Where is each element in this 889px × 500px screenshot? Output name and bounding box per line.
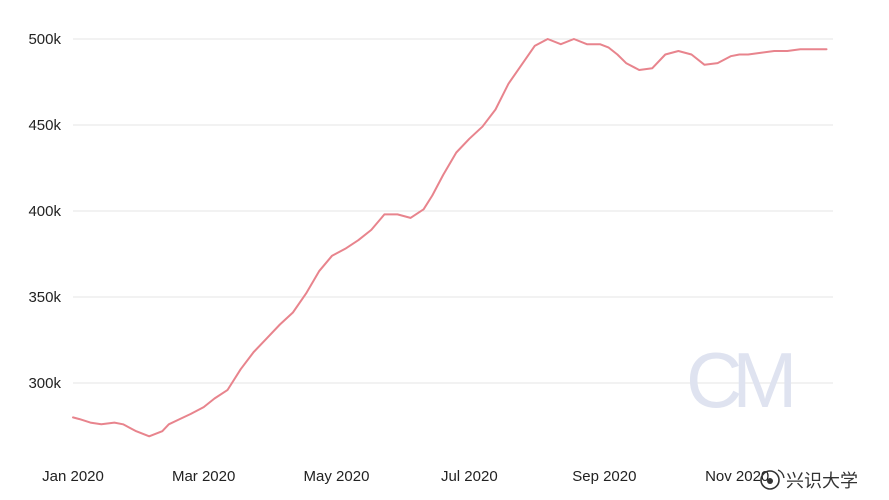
weibo-logo-icon: 兴识大学	[760, 469, 858, 492]
x-tick-label: Jul 2020	[441, 468, 498, 485]
x-tick-label: May 2020	[304, 468, 370, 485]
y-tick-label: 300k	[28, 375, 61, 392]
cm-logo-icon: CM	[686, 336, 791, 424]
x-axis-ticks: Jan 2020 Mar 2020 May 2020 Jul 2020 Sep 2020…	[42, 468, 769, 485]
y-tick-label: 350k	[28, 289, 61, 306]
x-tick-label: Sep 2020	[572, 468, 636, 485]
x-tick-label: Nov 2020	[705, 468, 769, 485]
x-tick-label: Mar 2020	[172, 468, 235, 485]
watermark: CM 兴识大学	[686, 336, 858, 492]
y-tick-label: 450k	[28, 117, 61, 134]
series-line-0	[72, 38, 828, 438]
y-tick-label: 400k	[28, 203, 61, 220]
series-layer	[72, 38, 828, 438]
y-axis-ticks: 300k 350k 400k 450k 500k	[28, 31, 61, 392]
y-tick-label: 500k	[28, 31, 61, 48]
svg-text:兴识大学: 兴识大学	[786, 471, 858, 492]
x-tick-label: Jan 2020	[42, 468, 104, 485]
grid-lines	[73, 38, 833, 384]
